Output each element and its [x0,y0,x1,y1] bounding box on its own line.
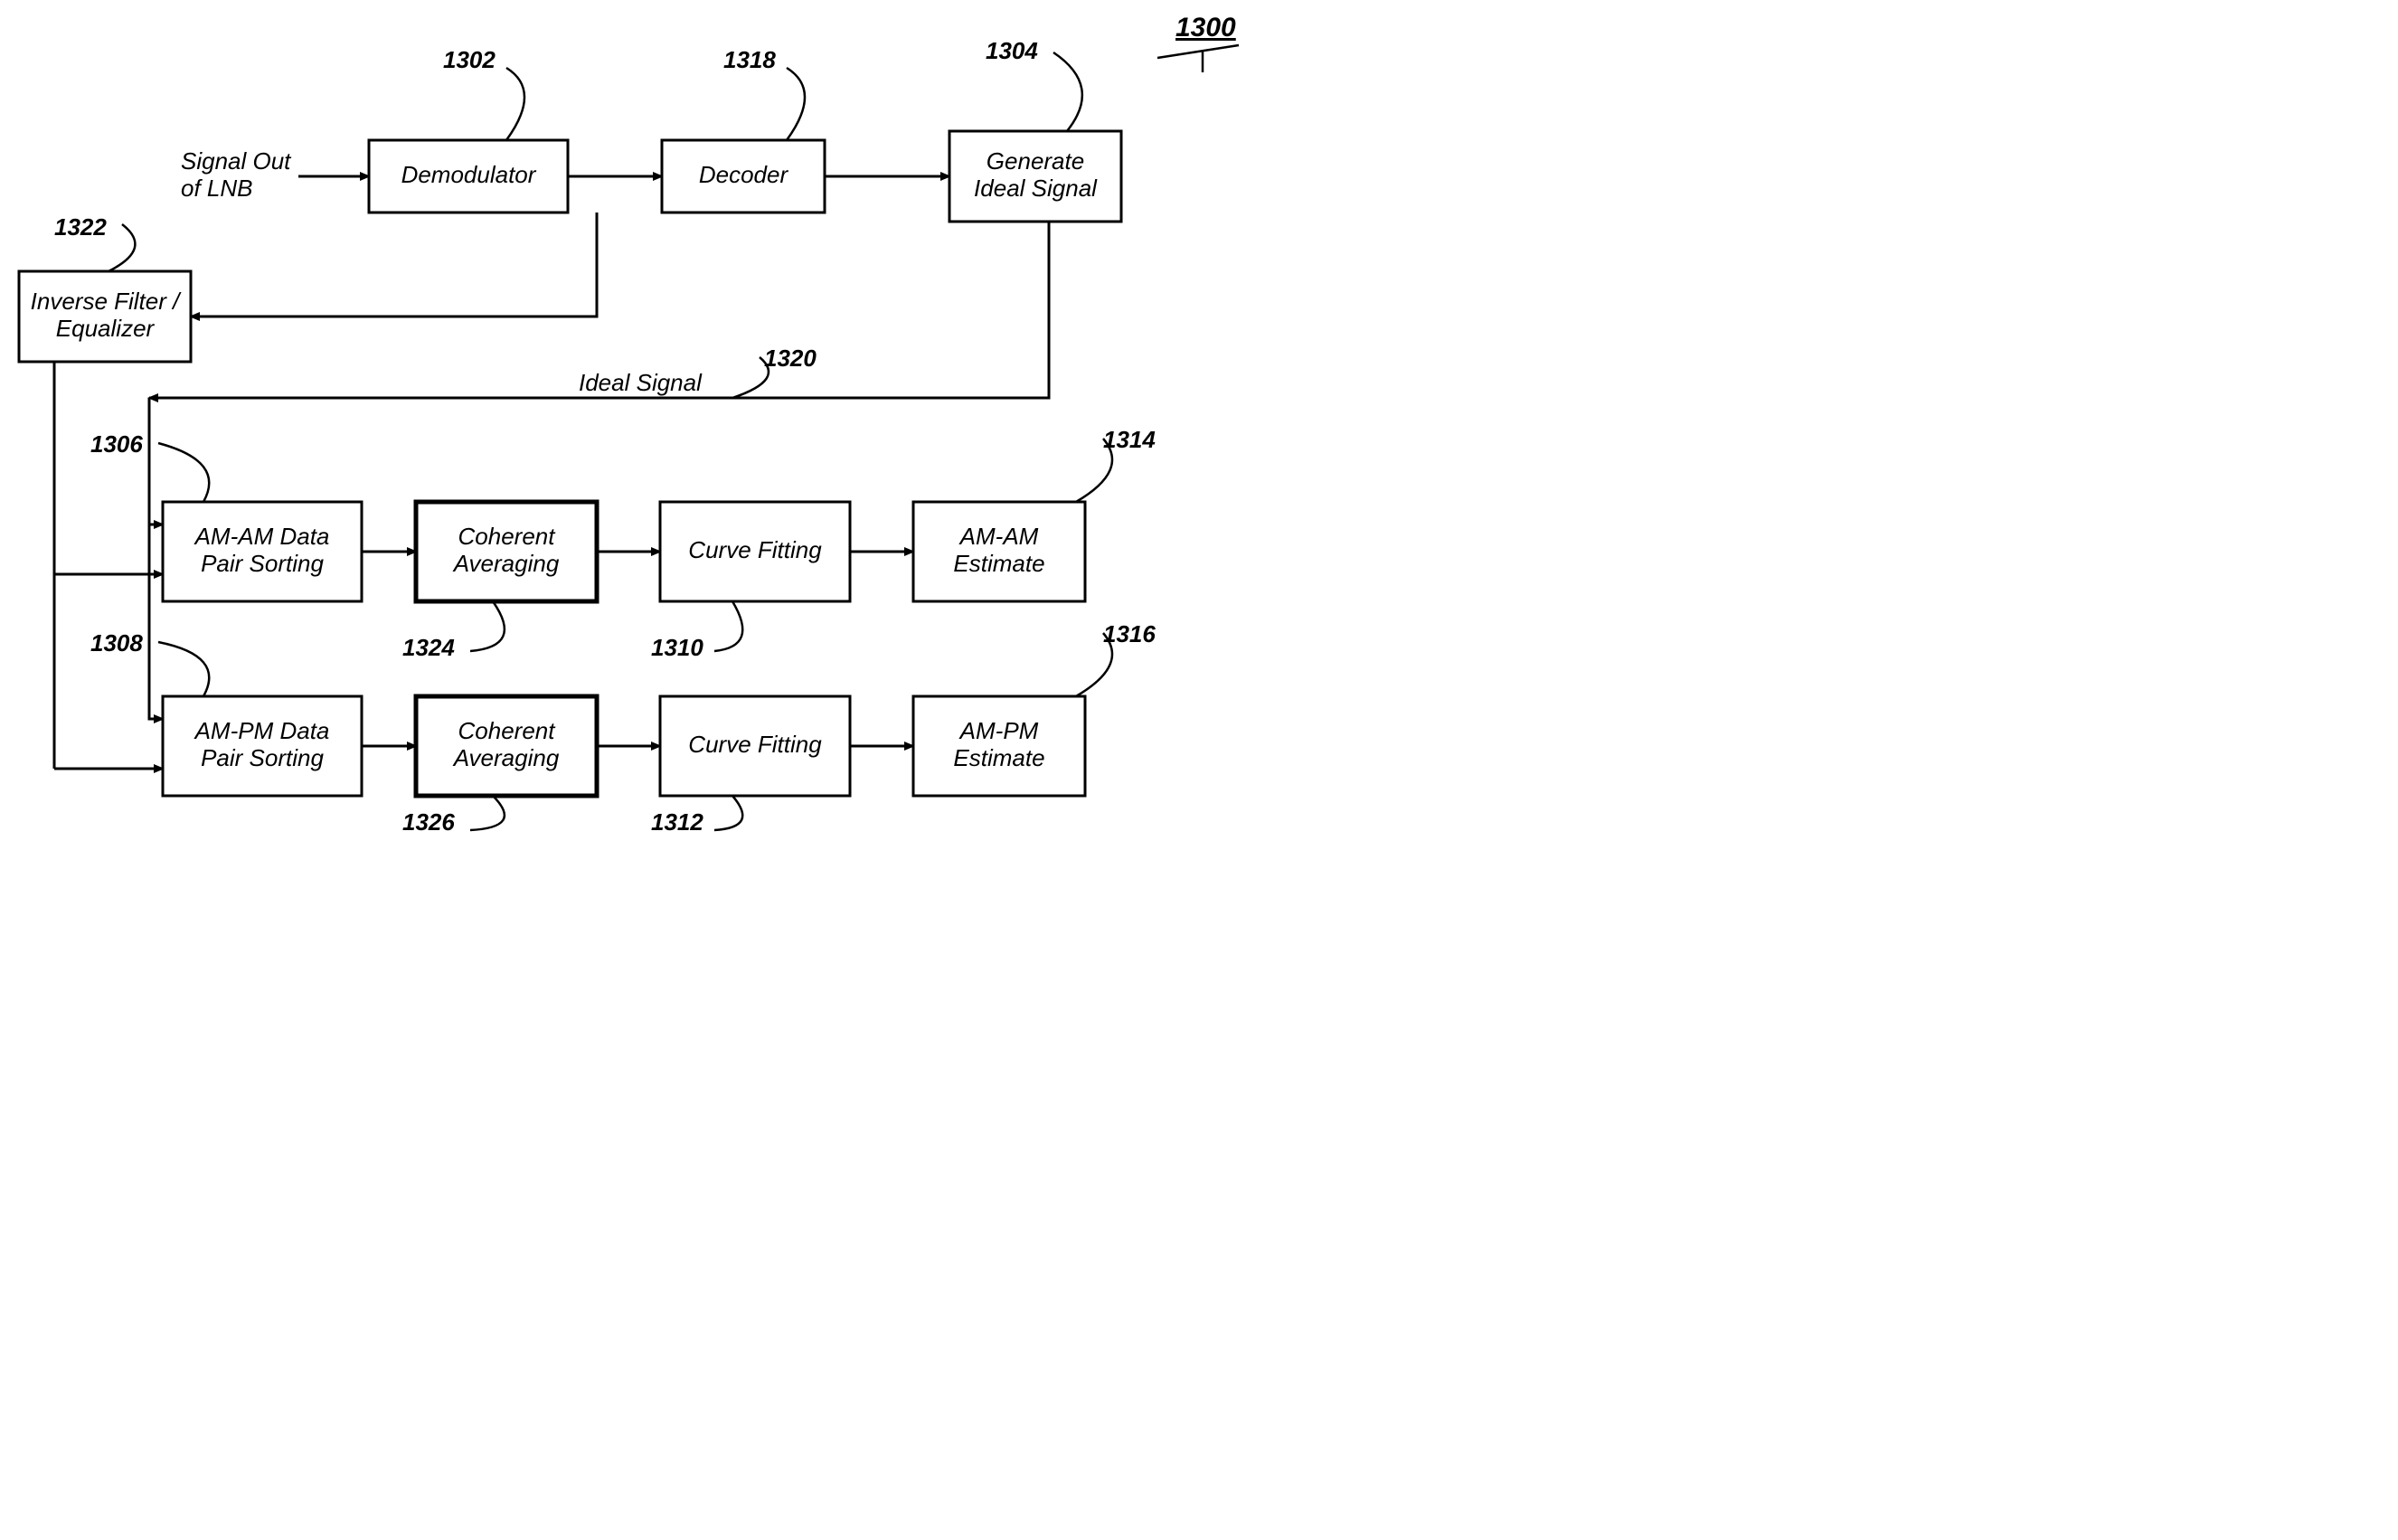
ref-r1306: 1306 [90,430,143,458]
block-label-ampmsort-1: Pair Sorting [201,744,324,771]
ref-r1318: 1318 [723,46,776,73]
leader-r1312 [714,796,742,830]
leader-r1324 [470,601,505,651]
label-sig-lnb-1: Signal Out [181,147,292,175]
leader-r1322 [109,224,135,271]
block-label-cohavg2-0: Coherent [458,717,557,744]
arrow-a-ideal-ampm [149,524,163,719]
block-label-cohavg1-0: Coherent [458,523,557,550]
arrow-a-demod-inv [191,213,597,317]
leader-r1310 [714,601,742,651]
ref-r1324: 1324 [402,634,455,661]
label-sig-lnb-2: of LNB [181,175,253,202]
ref-r1320: 1320 [764,345,817,372]
block-label-amamsort-1: Pair Sorting [201,550,324,577]
leader-r1304 [1053,52,1082,131]
block-label-invfilt-1: Equalizer [56,315,156,342]
ref-r1314: 1314 [1103,426,1156,453]
block-label-amamsort-0: AM-AM Data [194,523,330,550]
ref-r1322: 1322 [54,213,107,241]
ref-r1304: 1304 [986,37,1038,64]
leader-r1326 [470,796,505,830]
ref-r1308: 1308 [90,629,143,657]
ref-r1302: 1302 [443,46,496,73]
block-label-amamest-0: AM-AM [958,523,1039,550]
block-label-genideal-0: Generate [987,147,1084,175]
leader-r1302 [506,68,524,140]
block-label-genideal-1: Ideal Signal [974,175,1098,202]
leader-r1308 [158,642,209,696]
figure-number: 1300 [1175,13,1236,43]
block-label-cohavg2-1: Averaging [452,744,560,771]
leader-r1320 [732,357,769,398]
ref-r1310: 1310 [651,634,703,661]
block-label-ampmest-0: AM-PM [958,717,1039,744]
block-label-demod-0: Demodulator [401,161,537,188]
label-ideal-signal: Ideal Signal [579,369,703,396]
block-label-cohavg1-1: Averaging [452,550,560,577]
block-label-ampmest-1: Estimate [953,744,1044,771]
ref-r1326: 1326 [402,808,455,836]
ref-r1312: 1312 [651,808,703,836]
leader-r1306 [158,443,209,502]
block-label-curve2-0: Curve Fitting [688,731,822,758]
ref-r1316: 1316 [1103,620,1156,647]
leader-r1318 [787,68,805,140]
block-label-decoder-0: Decoder [699,161,789,188]
block-label-ampmsort-0: AM-PM Data [194,717,330,744]
figure-tick [1157,45,1239,58]
block-diagram: 1300DemodulatorDecoderGenerateIdeal Sign… [0,0,1302,837]
arrow-a-ideal-amam [149,398,163,524]
block-label-amamest-1: Estimate [953,550,1044,577]
block-label-curve1-0: Curve Fitting [688,536,822,563]
block-label-invfilt-0: Inverse Filter / [31,288,182,315]
